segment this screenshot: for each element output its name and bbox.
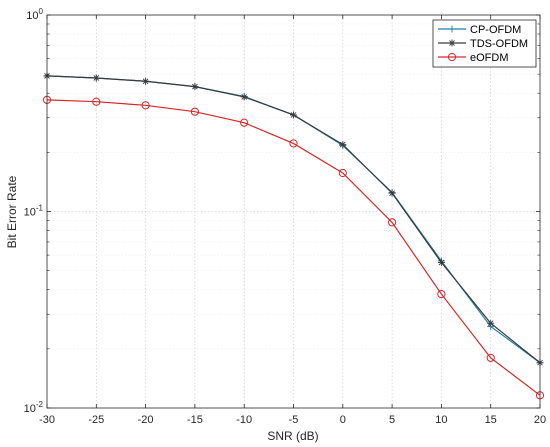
legend-entry: TDS-OFDM bbox=[438, 38, 528, 50]
asterisk-marker-d2 bbox=[290, 112, 297, 118]
circle-marker bbox=[190, 107, 199, 116]
asterisk-marker bbox=[487, 319, 495, 327]
asterisk-marker-d2 bbox=[339, 141, 346, 148]
circle-marker bbox=[437, 289, 446, 299]
circle-marker bbox=[240, 118, 249, 127]
y-tick-label: 10-1 bbox=[24, 204, 44, 219]
asterisk-marker-d2 bbox=[449, 40, 455, 46]
x-tick-label: -20 bbox=[138, 414, 154, 426]
y-tick-label: 100 bbox=[26, 7, 43, 22]
asterisk-marker bbox=[92, 74, 100, 82]
circle-marker bbox=[447, 52, 457, 62]
x-tick-label: 10 bbox=[435, 414, 447, 426]
asterisk-marker bbox=[388, 189, 396, 197]
x-tick-label: -25 bbox=[88, 414, 104, 426]
plus-marker bbox=[448, 25, 456, 33]
circle-marker bbox=[92, 97, 101, 106]
asterisk-marker bbox=[448, 39, 456, 47]
legend-label: CP-OFDM bbox=[470, 24, 521, 36]
tick-labels: -30 -25 -20 -15 -10 -5 0 5 10 15 20 100 10-1 10-2 bbox=[24, 7, 547, 426]
asterisk-marker bbox=[437, 259, 445, 267]
asterisk-marker-d2 bbox=[438, 259, 445, 266]
asterisk-marker bbox=[240, 93, 248, 101]
asterisk-marker-d2 bbox=[389, 190, 395, 196]
asterisk-marker bbox=[142, 77, 150, 85]
ticks bbox=[46, 14, 541, 409]
asterisk-marker bbox=[290, 111, 297, 119]
x-tick-label: -30 bbox=[39, 414, 55, 426]
legend-items: CP-OFDM TDS-OFDM eOFDM bbox=[438, 24, 528, 64]
circle-marker bbox=[338, 168, 347, 178]
x-tick-label: 5 bbox=[389, 414, 395, 426]
legend-entry: eOFDM bbox=[438, 52, 509, 64]
series-eofdm bbox=[42, 95, 545, 400]
x-axis-label: SNR (dB) bbox=[267, 429, 318, 443]
asterisk-marker bbox=[339, 141, 347, 149]
asterisk-marker-d2 bbox=[192, 83, 198, 90]
x-tick-label: 0 bbox=[340, 414, 346, 426]
legend-label: TDS-OFDM bbox=[470, 38, 528, 50]
x-tick-label: 20 bbox=[534, 414, 546, 426]
asterisk-marker-d2 bbox=[142, 78, 149, 85]
x-tick-label: -5 bbox=[289, 414, 299, 426]
asterisk-marker bbox=[191, 83, 199, 91]
asterisk-marker-d2 bbox=[93, 75, 100, 81]
y-axis-label: Bit Error Rate bbox=[5, 175, 19, 248]
x-tick-label: 15 bbox=[485, 414, 497, 426]
asterisk-marker-d2 bbox=[487, 320, 494, 327]
legend-label: eOFDM bbox=[470, 52, 509, 64]
x-tick-label: -10 bbox=[236, 414, 252, 426]
series-line bbox=[46, 99, 541, 396]
circle-marker bbox=[388, 218, 397, 227]
circle-marker bbox=[486, 353, 495, 362]
asterisk-marker-d2 bbox=[241, 94, 248, 100]
circle-marker bbox=[289, 139, 298, 148]
legend-entry: CP-OFDM bbox=[438, 24, 521, 36]
x-tick-label: -15 bbox=[187, 414, 203, 426]
y-tick-label: 10-2 bbox=[24, 400, 44, 415]
legend: CP-OFDM TDS-OFDM eOFDM bbox=[432, 19, 537, 68]
series-layer bbox=[42, 72, 545, 400]
circle-marker bbox=[141, 101, 150, 110]
